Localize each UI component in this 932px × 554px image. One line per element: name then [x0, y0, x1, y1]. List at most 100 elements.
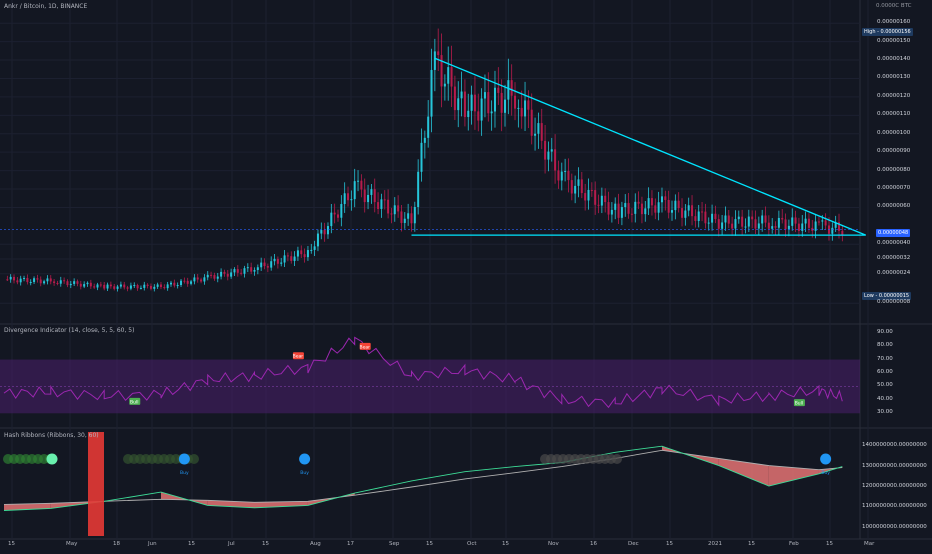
ribbon-fast-line — [3, 445, 843, 511]
candle-body — [587, 189, 590, 201]
time-tick-label: 15 — [502, 541, 509, 547]
candle-body — [39, 279, 42, 284]
candle-body — [724, 215, 727, 223]
candle-body — [767, 222, 770, 229]
candle-body — [727, 215, 730, 224]
hash-tick-label: 1000000000.00000000 — [862, 523, 927, 530]
candle-body — [203, 277, 206, 282]
time-tick-label: May — [66, 541, 78, 547]
candle-body — [470, 94, 473, 111]
candle-body — [754, 219, 757, 229]
candle-body — [350, 199, 353, 201]
candle-body — [440, 55, 443, 87]
candle-body — [119, 284, 122, 287]
candle-body — [367, 194, 370, 203]
candle-body — [771, 226, 774, 229]
candle-body — [610, 209, 613, 215]
candle-body — [614, 203, 617, 210]
candle-body — [46, 278, 49, 282]
candle-body — [29, 281, 32, 283]
candle-body — [180, 280, 183, 286]
candle-body — [280, 262, 283, 264]
candle-body — [817, 221, 820, 223]
candle-body — [143, 284, 146, 288]
signal-box — [129, 397, 141, 405]
candle-body — [283, 255, 286, 263]
candle-body — [567, 170, 570, 181]
candle-body — [390, 213, 393, 215]
candle-body — [86, 282, 89, 285]
candle-body — [387, 199, 390, 214]
divergence-pane-title: Divergence Indicator (14, close, 5, 5, 6… — [4, 327, 135, 334]
candle-body — [109, 284, 112, 287]
candle-body — [674, 200, 677, 211]
candle-body — [834, 222, 837, 228]
recovery-dot — [189, 454, 199, 464]
candle-body — [814, 221, 817, 231]
time-tick-label: 15 — [188, 541, 195, 547]
candle-body — [26, 277, 29, 283]
candle-body — [126, 287, 129, 289]
candle-body — [684, 210, 687, 218]
candle-body — [23, 277, 26, 279]
candle-body — [323, 230, 326, 235]
price-tick-label: 0.00000120 — [877, 92, 911, 99]
candle-body — [577, 179, 580, 186]
candle-body — [347, 193, 350, 201]
candle-body — [223, 271, 226, 274]
candle-body — [590, 189, 593, 191]
price-pane[interactable] — [0, 28, 866, 292]
candle-body — [9, 276, 12, 280]
divergence-tick-label: 50.00 — [877, 382, 893, 389]
candle-body — [557, 170, 560, 181]
candle-body — [497, 87, 500, 93]
candle-body — [256, 267, 259, 271]
candle-body — [326, 226, 329, 235]
candle-body — [373, 189, 376, 203]
candle-body — [220, 271, 223, 277]
candle-body — [83, 284, 86, 287]
candle-body — [520, 107, 523, 117]
candle-body — [597, 204, 600, 206]
signal-label: Bear — [293, 354, 304, 360]
candle-body — [357, 180, 360, 182]
candle-body — [16, 280, 19, 283]
divergence-pane[interactable]: Bull Bear Bear Bull — [0, 336, 860, 414]
candle-body — [393, 205, 396, 215]
candle-body — [430, 69, 433, 117]
candle-body — [784, 219, 787, 230]
candle-body — [801, 223, 804, 231]
time-tick-label: Sep — [389, 541, 400, 547]
price-tick-label: 0.00000060 — [877, 203, 911, 210]
candle-body — [664, 196, 667, 200]
descending-trendline — [434, 57, 866, 236]
candle-body — [270, 261, 273, 268]
price-tick-label: 0.00000140 — [877, 56, 911, 63]
candle-body — [437, 51, 440, 56]
candle-body — [694, 216, 697, 221]
candle-body — [704, 211, 707, 224]
candle-body — [123, 284, 126, 288]
candle-body — [159, 284, 162, 288]
divergence-tick-label: 60.00 — [877, 368, 893, 375]
hash-ribbons-pane[interactable]: Buy Buy Buy — [3, 432, 843, 536]
candle-body — [353, 181, 356, 200]
candle-body — [66, 281, 69, 286]
candle-body — [534, 133, 537, 136]
candle-body — [423, 137, 426, 143]
candle-body — [781, 217, 784, 220]
candle-body — [216, 276, 219, 279]
time-tick-label: Jun — [148, 541, 157, 547]
candle-body — [417, 171, 420, 208]
candle-body — [413, 207, 416, 224]
candle-body — [477, 111, 480, 121]
candle-body — [186, 280, 189, 284]
candle-body — [230, 272, 233, 277]
candle-body — [761, 215, 764, 224]
candle-body — [176, 285, 179, 287]
candle-body — [657, 202, 660, 213]
candle-body — [493, 87, 496, 112]
candle-body — [113, 286, 116, 289]
